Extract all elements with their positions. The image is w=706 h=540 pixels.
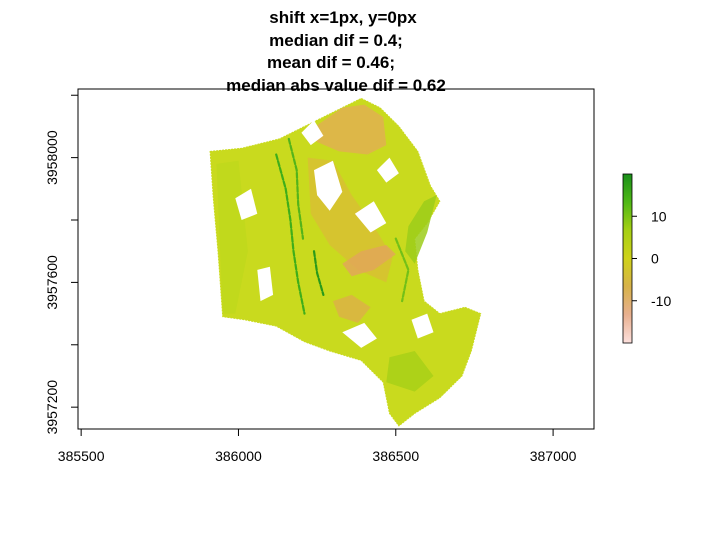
- plot-title-line-4: median abs value dif = 0.62: [226, 76, 446, 95]
- raster-layer: [209, 97, 482, 427]
- raster-streak-1: [287, 137, 305, 240]
- raster-nodata-4: [411, 313, 434, 339]
- raster-nodata-5: [235, 188, 258, 220]
- raster-region-0: [310, 104, 387, 155]
- raster-nodata-2: [257, 266, 274, 302]
- colorbar-legend: 10 0 -10: [622, 173, 671, 344]
- x-tick-label-1: 386000: [215, 448, 262, 464]
- plot-title-line-2: median dif = 0.4;: [269, 31, 403, 50]
- raster-nodata-1: [354, 201, 387, 233]
- raster-region-2: [342, 245, 396, 277]
- x-tick-label-2: 386500: [372, 448, 419, 464]
- raster-streak-0: [275, 153, 306, 315]
- raster-region-5: [386, 351, 434, 392]
- x-tick-label-0: 385500: [58, 448, 105, 464]
- raster-nodata-6: [376, 157, 399, 183]
- colorbar-tick-label-1: 0: [651, 251, 659, 267]
- colorbar-tick-label-0: 10: [651, 208, 667, 224]
- raster-region-4: [405, 195, 437, 264]
- colorbar-gradient: [622, 173, 633, 344]
- x-tick-label-3: 387000: [530, 448, 577, 464]
- raster-nodata-7: [301, 120, 324, 146]
- raster-streak-3: [394, 237, 410, 303]
- raster-nodata-3: [342, 322, 377, 348]
- y-tick-label-0: 3957200: [44, 380, 60, 435]
- raster-nodata-0: [314, 160, 343, 211]
- colorbar-tick-label-2: -10: [651, 293, 671, 309]
- y-axis: 3957200 3957600 3958000: [44, 92, 79, 435]
- y-tick-label-2: 3958000: [44, 130, 60, 185]
- raster-streak-2: [312, 250, 325, 296]
- plot-title-line-3: mean dif = 0.46;: [267, 53, 395, 72]
- x-axis: 385500 386000 386500 387000: [58, 428, 577, 464]
- raster-region-3: [332, 294, 371, 323]
- y-tick-label-1: 3957600: [44, 255, 60, 310]
- plot-title-line-1: shift x=1px, y=0px: [269, 8, 417, 27]
